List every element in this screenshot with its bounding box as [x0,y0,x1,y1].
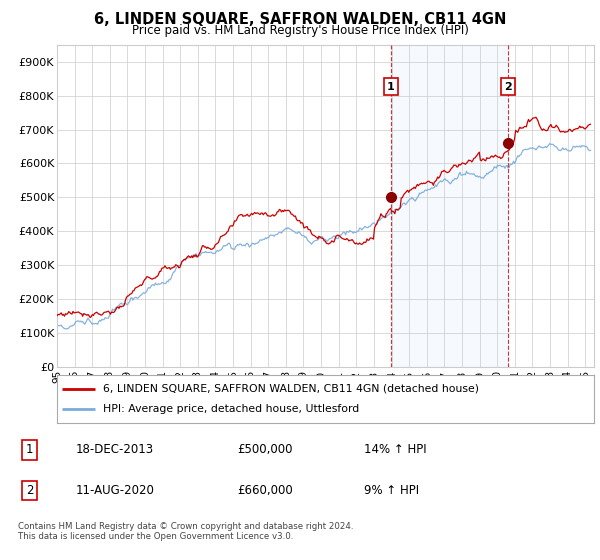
Text: 2: 2 [26,484,33,497]
Text: £660,000: £660,000 [237,484,293,497]
Text: 6, LINDEN SQUARE, SAFFRON WALDEN, CB11 4GN: 6, LINDEN SQUARE, SAFFRON WALDEN, CB11 4… [94,12,506,27]
Text: HPI: Average price, detached house, Uttlesford: HPI: Average price, detached house, Uttl… [103,404,359,414]
Text: 11-AUG-2020: 11-AUG-2020 [76,484,154,497]
Text: 9% ↑ HPI: 9% ↑ HPI [364,484,419,497]
Text: 6, LINDEN SQUARE, SAFFRON WALDEN, CB11 4GN (detached house): 6, LINDEN SQUARE, SAFFRON WALDEN, CB11 4… [103,384,479,394]
Text: 18-DEC-2013: 18-DEC-2013 [76,444,154,456]
Text: 14% ↑ HPI: 14% ↑ HPI [364,444,426,456]
Text: 1: 1 [26,444,33,456]
Bar [391,45,508,367]
Text: 1: 1 [387,82,395,92]
Text: £500,000: £500,000 [237,444,292,456]
Text: Contains HM Land Registry data © Crown copyright and database right 2024.
This d: Contains HM Land Registry data © Crown c… [18,522,353,542]
Text: Price paid vs. HM Land Registry's House Price Index (HPI): Price paid vs. HM Land Registry's House … [131,24,469,37]
Text: 2: 2 [504,82,512,92]
